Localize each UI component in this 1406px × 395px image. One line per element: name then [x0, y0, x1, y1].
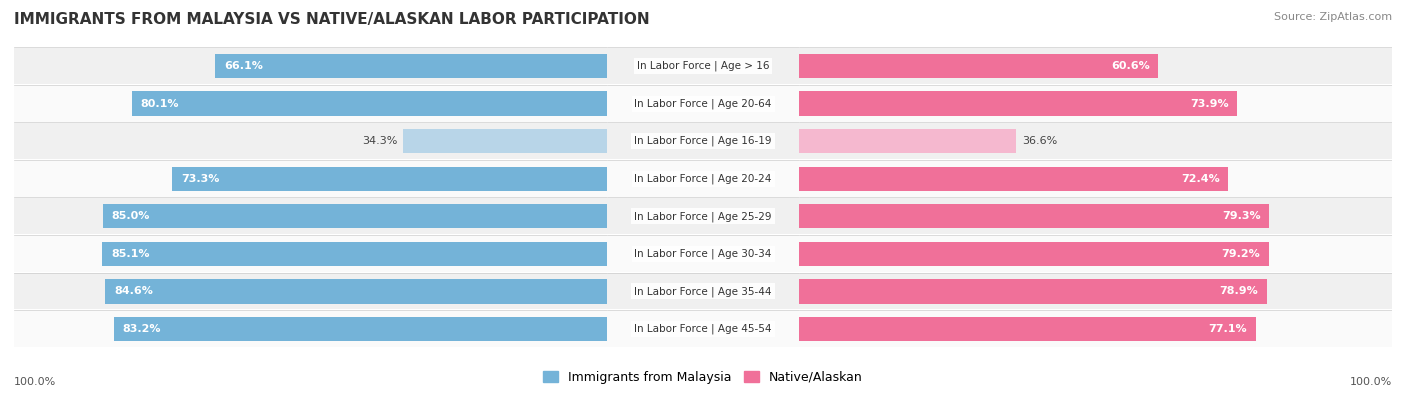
Text: In Labor Force | Age 25-29: In Labor Force | Age 25-29 [634, 211, 772, 222]
Bar [114, 317, 606, 341]
Text: In Labor Force | Age 30-34: In Labor Force | Age 30-34 [634, 248, 772, 259]
Bar [215, 54, 606, 78]
Text: In Labor Force | Age 20-24: In Labor Force | Age 20-24 [634, 173, 772, 184]
Text: In Labor Force | Age 20-64: In Labor Force | Age 20-64 [634, 98, 772, 109]
FancyBboxPatch shape [606, 198, 800, 234]
Bar [800, 242, 1268, 266]
Text: 78.9%: 78.9% [1219, 286, 1258, 296]
Bar [404, 129, 606, 153]
Text: 100.0%: 100.0% [14, 377, 56, 387]
Text: 79.3%: 79.3% [1222, 211, 1260, 221]
Bar [105, 279, 606, 303]
FancyBboxPatch shape [606, 48, 800, 84]
FancyBboxPatch shape [606, 86, 800, 122]
FancyBboxPatch shape [14, 311, 606, 347]
Bar [800, 279, 1267, 303]
Text: 79.2%: 79.2% [1220, 249, 1260, 259]
FancyBboxPatch shape [606, 123, 800, 159]
FancyBboxPatch shape [800, 48, 1392, 84]
FancyBboxPatch shape [800, 161, 1392, 197]
Text: 66.1%: 66.1% [224, 61, 263, 71]
FancyBboxPatch shape [606, 161, 800, 197]
FancyBboxPatch shape [14, 86, 606, 122]
FancyBboxPatch shape [14, 123, 606, 159]
FancyBboxPatch shape [800, 273, 1392, 309]
Text: 100.0%: 100.0% [1350, 377, 1392, 387]
Bar [173, 167, 606, 191]
Text: In Labor Force | Age 16-19: In Labor Force | Age 16-19 [634, 136, 772, 147]
FancyBboxPatch shape [14, 198, 606, 234]
Text: 85.1%: 85.1% [111, 249, 149, 259]
FancyBboxPatch shape [14, 273, 606, 309]
FancyBboxPatch shape [606, 311, 800, 347]
Text: 60.6%: 60.6% [1111, 61, 1150, 71]
Bar [800, 204, 1270, 228]
FancyBboxPatch shape [14, 48, 606, 84]
FancyBboxPatch shape [606, 236, 800, 272]
Text: 73.9%: 73.9% [1189, 99, 1229, 109]
Text: 85.0%: 85.0% [112, 211, 150, 221]
Text: In Labor Force | Age 35-44: In Labor Force | Age 35-44 [634, 286, 772, 297]
Text: 77.1%: 77.1% [1209, 324, 1247, 334]
Text: 84.6%: 84.6% [114, 286, 153, 296]
FancyBboxPatch shape [800, 123, 1392, 159]
FancyBboxPatch shape [14, 161, 606, 197]
Text: 36.6%: 36.6% [1022, 136, 1057, 146]
Bar [103, 204, 606, 228]
FancyBboxPatch shape [800, 311, 1392, 347]
Legend: Immigrants from Malaysia, Native/Alaskan: Immigrants from Malaysia, Native/Alaskan [538, 366, 868, 389]
Text: 83.2%: 83.2% [122, 324, 160, 334]
FancyBboxPatch shape [606, 273, 800, 309]
Bar [132, 92, 606, 116]
FancyBboxPatch shape [800, 86, 1392, 122]
Text: 73.3%: 73.3% [181, 174, 219, 184]
Text: In Labor Force | Age > 16: In Labor Force | Age > 16 [637, 61, 769, 71]
Text: 34.3%: 34.3% [361, 136, 398, 146]
FancyBboxPatch shape [800, 236, 1392, 272]
Bar [103, 242, 606, 266]
Text: Source: ZipAtlas.com: Source: ZipAtlas.com [1274, 12, 1392, 22]
Bar [800, 92, 1237, 116]
Text: In Labor Force | Age 45-54: In Labor Force | Age 45-54 [634, 324, 772, 334]
FancyBboxPatch shape [800, 198, 1392, 234]
Bar [800, 317, 1256, 341]
Text: 72.4%: 72.4% [1181, 174, 1219, 184]
Bar [800, 54, 1159, 78]
Text: IMMIGRANTS FROM MALAYSIA VS NATIVE/ALASKAN LABOR PARTICIPATION: IMMIGRANTS FROM MALAYSIA VS NATIVE/ALASK… [14, 12, 650, 27]
Text: 80.1%: 80.1% [141, 99, 180, 109]
FancyBboxPatch shape [14, 236, 606, 272]
Bar [800, 129, 1017, 153]
Bar [800, 167, 1229, 191]
